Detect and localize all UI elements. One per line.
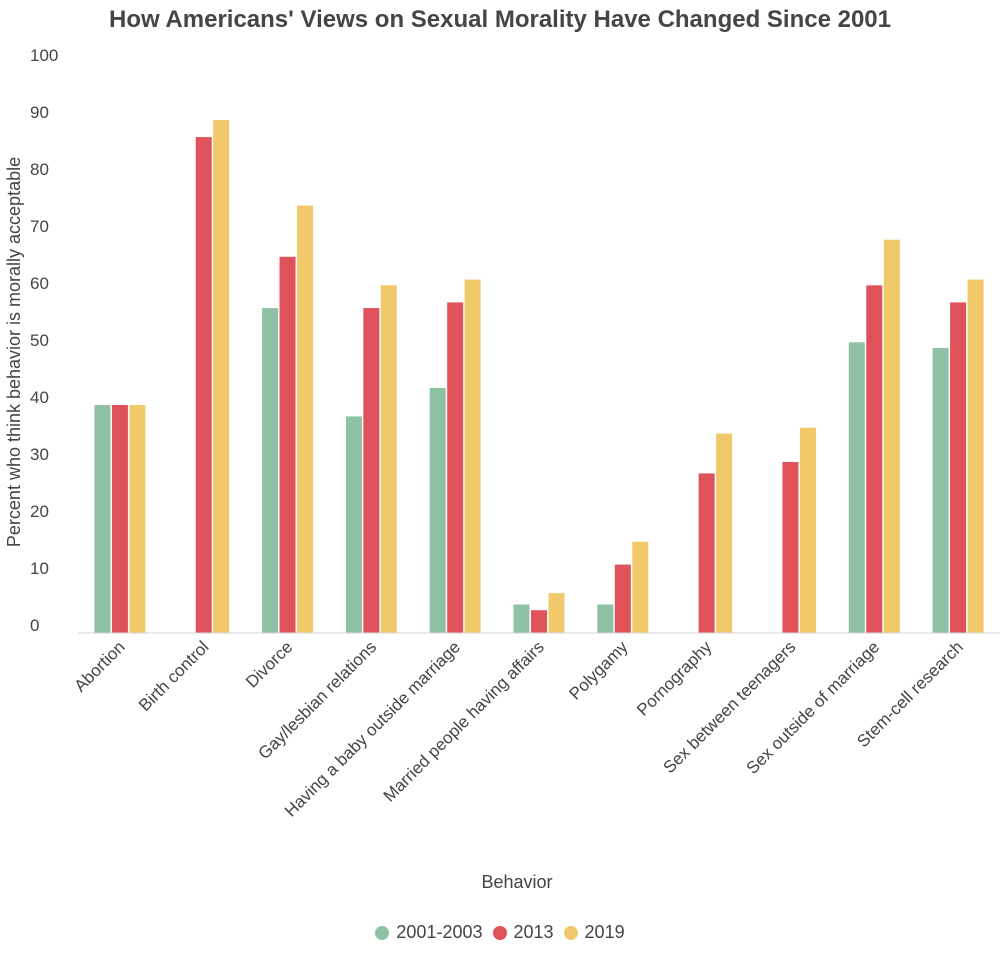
- x-axis-category-labels: Abortion Birth control DivorceGay/lesbian …: [71, 637, 967, 821]
- bar: [632, 541, 649, 633]
- y-tick-label: 80: [30, 160, 49, 179]
- y-tick-label: 30: [30, 445, 49, 464]
- bar: [464, 279, 481, 633]
- bar: [531, 610, 547, 633]
- bar: [548, 593, 565, 633]
- legend-label: 2019: [584, 922, 625, 942]
- x-category-label: Polygamy: [565, 637, 632, 704]
- y-tick-label: 40: [30, 388, 49, 407]
- y-tick-label: 70: [30, 217, 49, 236]
- bar: [297, 205, 314, 633]
- legend-swatch: [492, 925, 507, 940]
- legend-swatch: [375, 925, 390, 940]
- y-tick-label: 60: [30, 274, 49, 293]
- x-category-label: Having a baby outside marriage: [281, 637, 464, 820]
- bar: [195, 137, 212, 633]
- x-category-label: Divorce: [242, 637, 296, 691]
- legend-swatch: [563, 925, 578, 940]
- bar: [883, 239, 900, 633]
- y-tick-label: 50: [30, 331, 49, 350]
- bar: [782, 462, 799, 633]
- x-category-label: Birth control: [135, 637, 213, 715]
- x-axis-label: Behavior: [481, 872, 552, 892]
- bar: [129, 405, 146, 633]
- y-tick-label: 10: [30, 559, 49, 578]
- bar: [597, 604, 614, 633]
- y-tick-label: 0: [30, 616, 39, 635]
- legend-item: 2013: [492, 922, 554, 943]
- bar: [380, 285, 397, 633]
- bar: [447, 302, 464, 633]
- bar: [363, 308, 380, 633]
- bar: [279, 256, 296, 633]
- legend-item: 2001-2003: [375, 922, 483, 943]
- bar: [932, 348, 949, 633]
- bar: [111, 405, 128, 633]
- bar: [213, 120, 230, 633]
- x-category-label: Married people having affairs: [380, 637, 548, 805]
- x-category-label: Pornography: [633, 637, 716, 720]
- legend-label: 2001-2003: [396, 922, 483, 942]
- bar: [967, 279, 984, 633]
- bar: [345, 416, 362, 633]
- chart-title: How Americans' Views on Sexual Morality …: [108, 6, 891, 33]
- bar: [262, 308, 279, 633]
- bar: [614, 564, 631, 633]
- bar: [848, 342, 865, 633]
- bar: [698, 473, 715, 633]
- y-axis-label: Percent who think behavior is morally ac…: [4, 157, 24, 547]
- legend: 2001-2003 2013 2019: [0, 922, 1000, 943]
- bars-group: [94, 120, 984, 633]
- y-axis-ticks: 0 10 20 30 40 50 60 70 80 90 100: [30, 46, 58, 635]
- bar: [94, 405, 111, 633]
- x-category-label: Abortion: [71, 637, 129, 695]
- bar: [799, 427, 816, 633]
- y-tick-label: 20: [30, 502, 49, 521]
- bar: [716, 433, 733, 633]
- bar: [866, 285, 883, 633]
- bar: [950, 302, 967, 633]
- legend-label: 2013: [513, 922, 554, 942]
- y-tick-label: 100: [30, 46, 58, 65]
- bar: [513, 604, 530, 633]
- legend-item: 2019: [563, 922, 625, 943]
- y-tick-label: 90: [30, 103, 49, 122]
- bar: [429, 387, 446, 633]
